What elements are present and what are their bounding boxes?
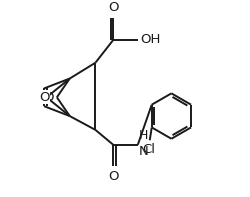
Text: O: O [39,91,49,104]
Text: O: O [108,170,118,183]
Text: H: H [139,129,148,142]
Text: Cl: Cl [142,143,155,156]
Text: O: O [108,1,118,14]
Text: OH: OH [140,33,160,46]
Text: N: N [139,145,148,158]
Text: O: O [43,91,53,104]
